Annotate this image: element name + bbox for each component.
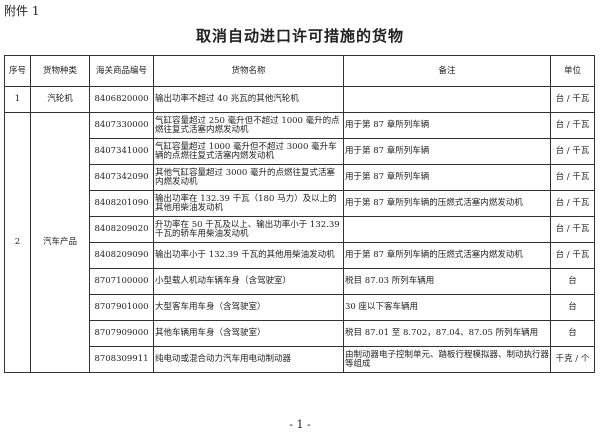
- cell-unit: 台 / 千瓦: [550, 138, 595, 165]
- cell-name: 其他气缸容量超过 3000 毫升的点燃往复式活塞内燃发动机: [153, 164, 344, 191]
- cell-name: 输出功率小于 132.39 千瓦的其他用柴油发动机: [153, 242, 344, 269]
- cell-code: 8406820000: [89, 86, 154, 113]
- page-number: - 1 -: [289, 418, 311, 431]
- table-row: 8707901000 大型客车用车身（含驾驶室） 30 座以下客车辆用台: [5, 294, 595, 321]
- cell-unit: 台 / 千瓦: [550, 216, 595, 243]
- cell-remark: 用于第 87 章所列车辆: [343, 138, 551, 165]
- cell-code: 8408209090: [89, 242, 154, 269]
- cell-remark: 用于第 87 章所列车辆: [343, 112, 551, 139]
- cell-remark: 30 座以下客车辆用: [343, 294, 551, 321]
- goods-table: 序号 货物种类 海关商品编号 货物名称 备注 单位 1 汽轮机 8406820000…: [4, 55, 595, 373]
- header-name: 货物名称: [153, 55, 344, 87]
- cell-code: 8407341000: [89, 138, 154, 165]
- cell-code: 8407342090: [89, 164, 154, 191]
- cell-unit: 台 / 千瓦: [550, 190, 595, 217]
- table-row: 1 汽轮机 8406820000 输出功率不超过 40 兆瓦的其他汽轮机 台 / 千瓦: [4, 86, 595, 113]
- document-title: 取消自动进口许可措施的货物: [195, 27, 404, 45]
- cell-no: 2: [4, 112, 31, 373]
- cell-remark: 用于第 87 章所列车辆的压燃式活塞内燃发动机: [343, 190, 551, 217]
- table-row: 8408209090 输出功率小于 132.39 千瓦的其他用柴油发动机 用于第 8…: [5, 242, 595, 269]
- cell-no: 1: [4, 86, 31, 113]
- table-row: 8707100000 小型载人机动车辆车身（含驾驶室） 税目 87.03 所列车辆用…: [5, 268, 595, 295]
- cell-code: 8408209020: [89, 216, 154, 243]
- cell-remark: 用于第 87 章所列车辆的压燃式活塞内燃发动机: [343, 242, 551, 269]
- cell-unit: 台: [550, 294, 595, 321]
- cell-code: 8707901000: [89, 294, 154, 321]
- cell-name: 其他车辆用车身（含驾驶室）: [153, 320, 344, 347]
- header-unit: 单位: [550, 55, 595, 87]
- cell-category: 汽车产品: [30, 112, 90, 373]
- table-row: 8407341000 气缸容量超过 1000 毫升但不超过 3000 毫升车辆的点…: [5, 138, 595, 165]
- cell-remark: 税目 87.01 至 8.702，87.04、87.05 所列车辆用: [343, 320, 551, 347]
- cell-name: 大型客车用车身（含驾驶室）: [153, 294, 344, 321]
- cell-name: 纯电动或混合动力汽车用电动制动器: [153, 346, 344, 373]
- cell-code: 8408201090: [89, 190, 154, 217]
- cell-code: 8708309911: [89, 346, 154, 373]
- header-no: 序号: [4, 55, 31, 87]
- cell-unit: 台 / 千瓦: [550, 86, 595, 113]
- cell-remark: [343, 86, 551, 113]
- cell-unit: 千克 / 个: [550, 346, 595, 373]
- table-header-row: 序号 货物种类 海关商品编号 货物名称 备注 单位: [4, 55, 595, 87]
- cell-category: 汽轮机: [30, 86, 90, 113]
- cell-remark: 由制动器电子控制单元、踏板行程模拟器、制动执行器等组成: [343, 346, 551, 373]
- cell-code: 8707100000: [89, 268, 154, 295]
- header-code: 海关商品编号: [89, 55, 154, 87]
- cell-name: 升功率在 50 千瓦及以上、输出功率小于 132.39 千瓦的轿车用柴油发动机: [153, 216, 344, 243]
- cell-unit: 台 / 千瓦: [550, 112, 595, 139]
- attachment-label: 附件 1: [4, 4, 40, 18]
- table-row: 8408201090 输出功率在 132.39 千瓦（180 马力）及以上的其他用…: [5, 190, 595, 217]
- header-category: 货物种类: [30, 55, 90, 87]
- cell-name: 输出功率在 132.39 千瓦（180 马力）及以上的其他用柴油发动机: [153, 190, 344, 217]
- cell-remark: 税目 87.03 所列车辆用: [343, 268, 551, 295]
- table-row: 8407342090 其他气缸容量超过 3000 毫升的点燃往复式活塞内燃发动机用…: [5, 164, 595, 191]
- cell-name: 小型载人机动车辆车身（含驾驶室）: [153, 268, 344, 295]
- cell-unit: 台: [550, 320, 595, 347]
- cell-code: 8707909000: [89, 320, 154, 347]
- cell-code: 8407330000: [89, 112, 154, 139]
- cell-name: 输出功率不超过 40 兆瓦的其他汽轮机: [153, 86, 344, 113]
- header-remark: 备注: [343, 55, 551, 87]
- cell-remark: [343, 216, 551, 243]
- table-row: 8708309911 纯电动或混合动力汽车用电动制动器 由制动器电子控制单元、踏板行…: [5, 346, 595, 373]
- table-row: 8707909000 其他车辆用车身（含驾驶室） 税目 87.01 至 8.702，…: [5, 320, 595, 347]
- cell-unit: 台: [550, 268, 595, 295]
- cell-remark: 用于第 87 章所列车辆: [343, 164, 551, 191]
- cell-unit: 台 / 千瓦: [550, 242, 595, 269]
- cell-name: 气缸容量超过 250 毫升但不超过 1000 毫升的点燃往复式活塞内燃发动机: [153, 112, 344, 139]
- table-row: 2 汽车产品 8407330000 气缸容量超过 250 毫升但不超过 1000 毫升…: [4, 112, 595, 373]
- cell-unit: 台 / 千瓦: [550, 164, 595, 191]
- cell-name: 气缸容量超过 1000 毫升但不超过 3000 毫升车辆的点燃往复式活塞内燃发动…: [153, 138, 344, 165]
- table-row: 8408209020 升功率在 50 千瓦及以上、输出功率小于 132.39 千瓦…: [5, 216, 595, 243]
